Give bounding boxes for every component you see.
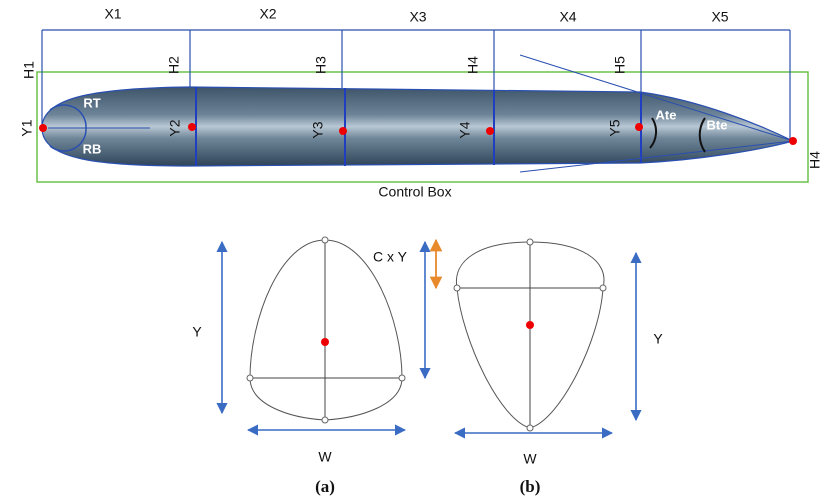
h-label: H5 bbox=[612, 56, 628, 74]
figure: X1 X2 X3 X4 X5 H1 H2 H3 H4 H5 H4 Y1 Y2 Y… bbox=[0, 0, 832, 501]
caption: (a) bbox=[315, 477, 335, 496]
y-label: Y bbox=[653, 331, 663, 347]
cxy-label: C x Y bbox=[373, 249, 408, 265]
shape-outline bbox=[250, 240, 402, 420]
h-label: H4 bbox=[465, 56, 481, 74]
x-label: X4 bbox=[559, 9, 576, 25]
w-label: W bbox=[523, 451, 537, 467]
h-label: H2 bbox=[166, 56, 182, 74]
w-label: W bbox=[318, 449, 332, 465]
y-label: Y bbox=[192, 324, 202, 340]
y-label: Y2 bbox=[167, 119, 183, 136]
y-label: Y1 bbox=[19, 119, 35, 136]
panel-b: Y W (b) bbox=[454, 239, 663, 496]
panel-a: Y W C x Y (a) bbox=[192, 237, 436, 496]
x-label: X3 bbox=[409, 9, 426, 25]
y-label: Y3 bbox=[310, 121, 326, 138]
h-label: H1 bbox=[21, 61, 37, 79]
y-label: Y4 bbox=[457, 121, 473, 138]
y-label: Y5 bbox=[607, 119, 623, 136]
crosshair bbox=[250, 240, 402, 420]
ate-label: Ate bbox=[656, 107, 677, 122]
h-label: H3 bbox=[313, 56, 329, 74]
bte-label: Bte bbox=[707, 117, 728, 132]
body-diagram: X1 X2 X3 X4 X5 H1 H2 H3 H4 H5 H4 Y1 Y2 Y… bbox=[19, 6, 823, 200]
x-label: X1 bbox=[104, 6, 121, 22]
x-label: X5 bbox=[711, 9, 728, 25]
control-box-label: Control Box bbox=[378, 184, 451, 200]
crosshair bbox=[457, 242, 603, 428]
center-point bbox=[321, 338, 329, 346]
center-point bbox=[526, 321, 534, 329]
h-label: H4 bbox=[807, 151, 823, 169]
rb-label: RB bbox=[83, 141, 102, 156]
rt-label: RT bbox=[83, 95, 100, 110]
caption: (b) bbox=[520, 477, 541, 496]
x-label: X2 bbox=[259, 6, 276, 22]
